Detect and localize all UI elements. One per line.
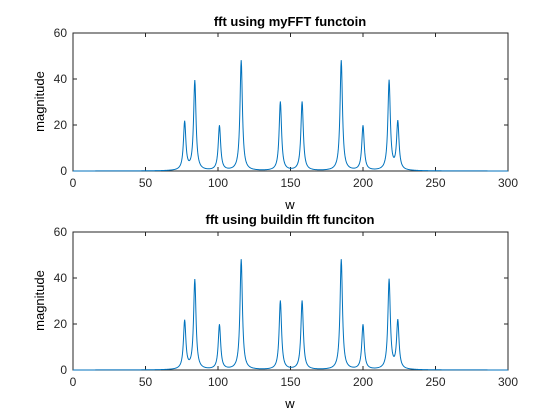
x-tick-label: 150: [280, 375, 300, 389]
x-tick-label: 100: [208, 375, 228, 389]
x-tick-label: 200: [353, 176, 373, 190]
x-axis-label: w: [284, 197, 295, 212]
y-tick-label: 40: [54, 271, 68, 285]
x-axis-label: w: [284, 396, 295, 411]
x-tick-label: 250: [425, 375, 445, 389]
y-tick-label: 60: [54, 225, 68, 239]
x-tick-label: 0: [70, 375, 77, 389]
series-line: [73, 259, 508, 371]
y-tick-label: 60: [54, 26, 68, 40]
chart-myfft: 0 50 100 150 200 250 300 0 20 40 60 fft using myFFT…: [32, 14, 518, 212]
y-tick-label: 20: [54, 317, 68, 331]
chart-title: fft using buildin fft funciton: [206, 212, 375, 227]
y-axis-label: magnitude: [32, 71, 47, 132]
x-tick-label: 150: [280, 176, 300, 190]
x-tick-label: 50: [139, 176, 153, 190]
x-tick-label: 50: [139, 375, 153, 389]
chart-builtin-fft: 0 50 100 150 200 250 300 0 20 40 60 fft using build…: [32, 212, 518, 411]
plot-area: [72, 231, 509, 371]
x-tick-label: 0: [70, 176, 77, 190]
y-tick-label: 0: [60, 164, 67, 178]
y-tick-label: 20: [54, 118, 68, 132]
series-line: [73, 60, 508, 172]
x-tick-label: 300: [498, 375, 518, 389]
y-tick-label: 40: [54, 72, 68, 86]
plot-area: [72, 32, 509, 172]
x-tick-label: 300: [498, 176, 518, 190]
x-tick-label: 100: [208, 176, 228, 190]
x-tick-label: 250: [425, 176, 445, 190]
chart-title: fft using myFFT functoin: [214, 14, 366, 29]
y-axis-label: magnitude: [32, 270, 47, 331]
x-tick-label: 200: [353, 375, 373, 389]
y-tick-label: 0: [60, 363, 67, 377]
